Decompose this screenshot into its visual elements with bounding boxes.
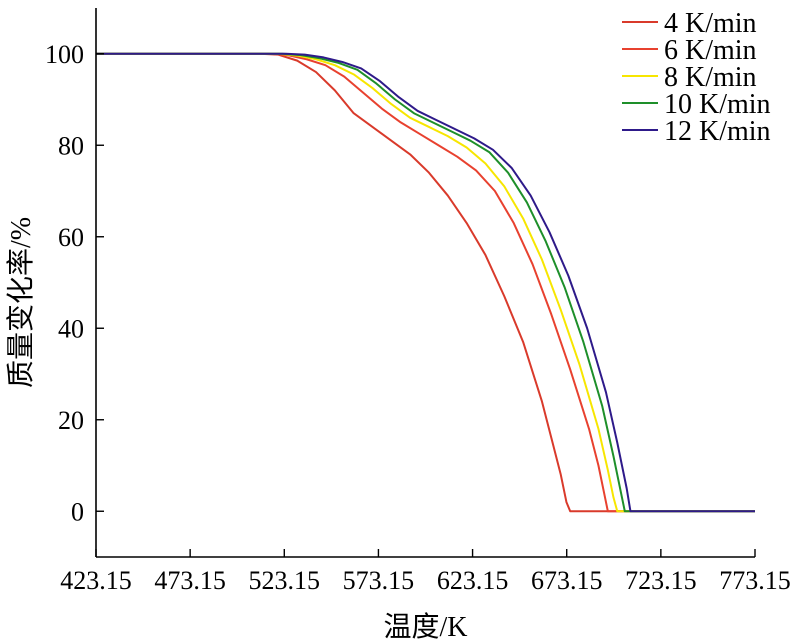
x-tick-label: 723.15: [625, 566, 697, 595]
x-axis-title: 温度/K: [383, 611, 467, 643]
x-tick-label: 673.15: [531, 566, 603, 595]
x-tick-label: 773.15: [719, 566, 791, 595]
legend-label-3: 8 K/min: [664, 62, 757, 93]
series-line-4: [96, 52, 755, 513]
y-axis-title: 质量变化率/%: [5, 217, 37, 388]
series-line-1: [96, 52, 755, 513]
x-tick-label: 473.15: [154, 566, 226, 595]
legend-label-2: 6 K/min: [664, 35, 757, 66]
y-tick-label: 0: [71, 497, 84, 526]
legend-label-5: 12 K/min: [664, 116, 771, 147]
x-tick-label: 423.15: [60, 566, 132, 595]
y-tick-label: 100: [45, 40, 84, 69]
x-tick-label: 523.15: [249, 566, 321, 595]
y-ticks: 0 20 40 60 80 100: [45, 40, 104, 526]
series-line-2: [96, 52, 755, 513]
y-tick-label: 40: [58, 314, 84, 343]
legend-label-1: 4 K/min: [664, 8, 757, 39]
y-tick-label: 60: [58, 223, 84, 252]
series-line-3: [96, 52, 755, 513]
legend-label-4: 10 K/min: [664, 89, 771, 120]
y-tick-label: 20: [58, 406, 84, 435]
y-tick-label: 80: [58, 131, 84, 160]
series-lines: [96, 52, 755, 513]
series-line-5: [96, 52, 755, 513]
axes: [95, 8, 755, 558]
x-tick-label: 573.15: [343, 566, 415, 595]
x-ticks: 423.15 473.15 523.15 573.15 623.15 673.15 723.…: [60, 549, 791, 595]
x-tick-label: 623.15: [437, 566, 509, 595]
